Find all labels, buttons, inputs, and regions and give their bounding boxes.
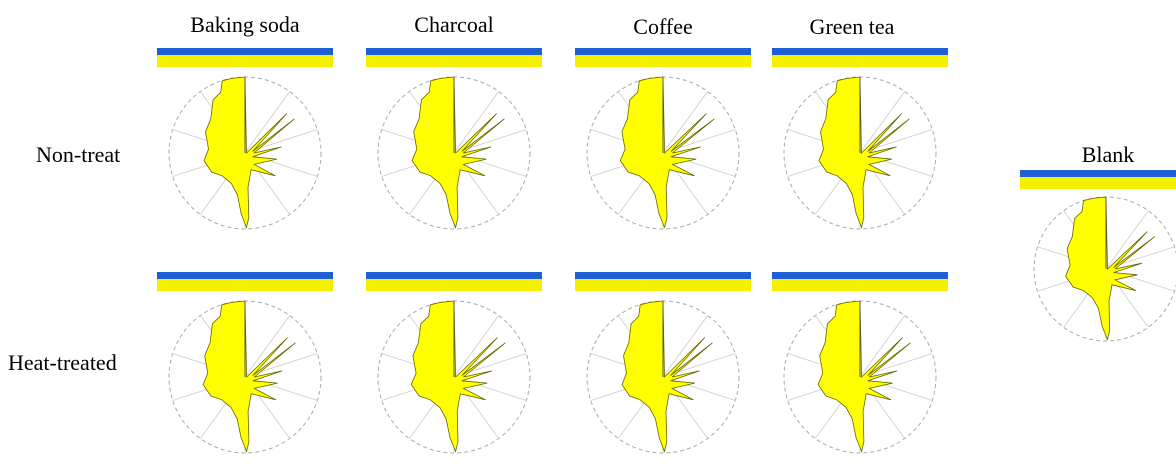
radar-panel-blank bbox=[1020, 170, 1176, 355]
radar-panel-heat-coffee bbox=[575, 272, 751, 467]
radar-spoke bbox=[859, 376, 933, 401]
radar-fill-shape bbox=[1065, 196, 1155, 341]
panel-header-yellow-bar bbox=[575, 55, 751, 67]
radar-spoke bbox=[244, 152, 318, 177]
radar-spoke bbox=[453, 152, 527, 177]
radar-panel-nontreat-charcoal bbox=[366, 48, 542, 243]
radar-spoke bbox=[244, 91, 291, 154]
radar-spoke bbox=[453, 315, 500, 378]
radar-plot bbox=[168, 76, 322, 230]
column-header-coffee: Coffee bbox=[633, 14, 693, 39]
panel-header-blue-bar bbox=[157, 48, 333, 55]
radar-fill-shape bbox=[818, 76, 910, 229]
radar-spoke bbox=[244, 315, 291, 378]
radar-spoke bbox=[453, 91, 500, 154]
blank-label: Blank bbox=[1081, 142, 1135, 167]
radar-spoke bbox=[859, 91, 906, 154]
radar-fill-shape bbox=[203, 76, 295, 229]
column-header-baking-soda: Baking soda bbox=[190, 12, 300, 37]
radar-plot bbox=[586, 300, 740, 454]
radar-fill-shape bbox=[621, 300, 713, 453]
radar-fill-shape bbox=[202, 300, 296, 453]
panel-header-blue-bar bbox=[366, 272, 542, 279]
radar-spoke bbox=[859, 315, 906, 378]
panel-header-yellow-bar bbox=[157, 279, 333, 291]
radar-spoke bbox=[859, 152, 933, 177]
radar-plot bbox=[586, 76, 740, 230]
radar-plot bbox=[1033, 196, 1176, 342]
panel-header-yellow-bar bbox=[157, 55, 333, 67]
column-header-charcoal: Charcoal bbox=[414, 12, 494, 37]
radar-panel-heat-green-tea bbox=[772, 272, 948, 467]
row-header-heat-treated: Heat-treated bbox=[8, 350, 117, 375]
radar-fill-shape bbox=[817, 300, 911, 453]
radar-spoke bbox=[662, 315, 709, 378]
panel-header-yellow-bar bbox=[772, 279, 948, 291]
panel-header-blue-bar bbox=[772, 48, 948, 55]
panel-header-yellow-bar bbox=[575, 279, 751, 291]
radar-plot bbox=[377, 76, 531, 230]
panel-header-blue-bar bbox=[772, 272, 948, 279]
radar-panel-nontreat-baking-soda bbox=[157, 48, 333, 243]
panel-header-blue-bar bbox=[575, 272, 751, 279]
radar-plot bbox=[168, 300, 322, 454]
radar-spoke bbox=[662, 91, 709, 154]
radar-panel-heat-baking-soda bbox=[157, 272, 333, 467]
column-header-green-tea: Green tea bbox=[809, 14, 895, 39]
radar-spoke bbox=[244, 376, 318, 401]
panel-header-blue-bar bbox=[1020, 170, 1176, 177]
row-header-non-treat: Non-treat bbox=[36, 142, 121, 167]
radar-panel-nontreat-coffee bbox=[575, 48, 751, 243]
radar-fill-shape bbox=[411, 76, 505, 229]
panel-header-blue-bar bbox=[366, 48, 542, 55]
radar-fill-shape bbox=[619, 76, 715, 229]
radar-plot bbox=[377, 300, 531, 454]
radar-spoke bbox=[1105, 210, 1149, 270]
panel-header-yellow-bar bbox=[1020, 177, 1176, 189]
radar-plot bbox=[783, 300, 937, 454]
radar-panel-nontreat-green-tea bbox=[772, 48, 948, 243]
radar-spoke bbox=[662, 376, 736, 401]
panel-header-blue-bar bbox=[575, 48, 751, 55]
panel-header-blue-bar bbox=[157, 272, 333, 279]
panel-header-yellow-bar bbox=[366, 55, 542, 67]
panel-header-yellow-bar bbox=[366, 279, 542, 291]
panel-header-yellow-bar bbox=[772, 55, 948, 67]
radar-panel-heat-charcoal bbox=[366, 272, 542, 467]
radar-plot bbox=[783, 76, 937, 230]
